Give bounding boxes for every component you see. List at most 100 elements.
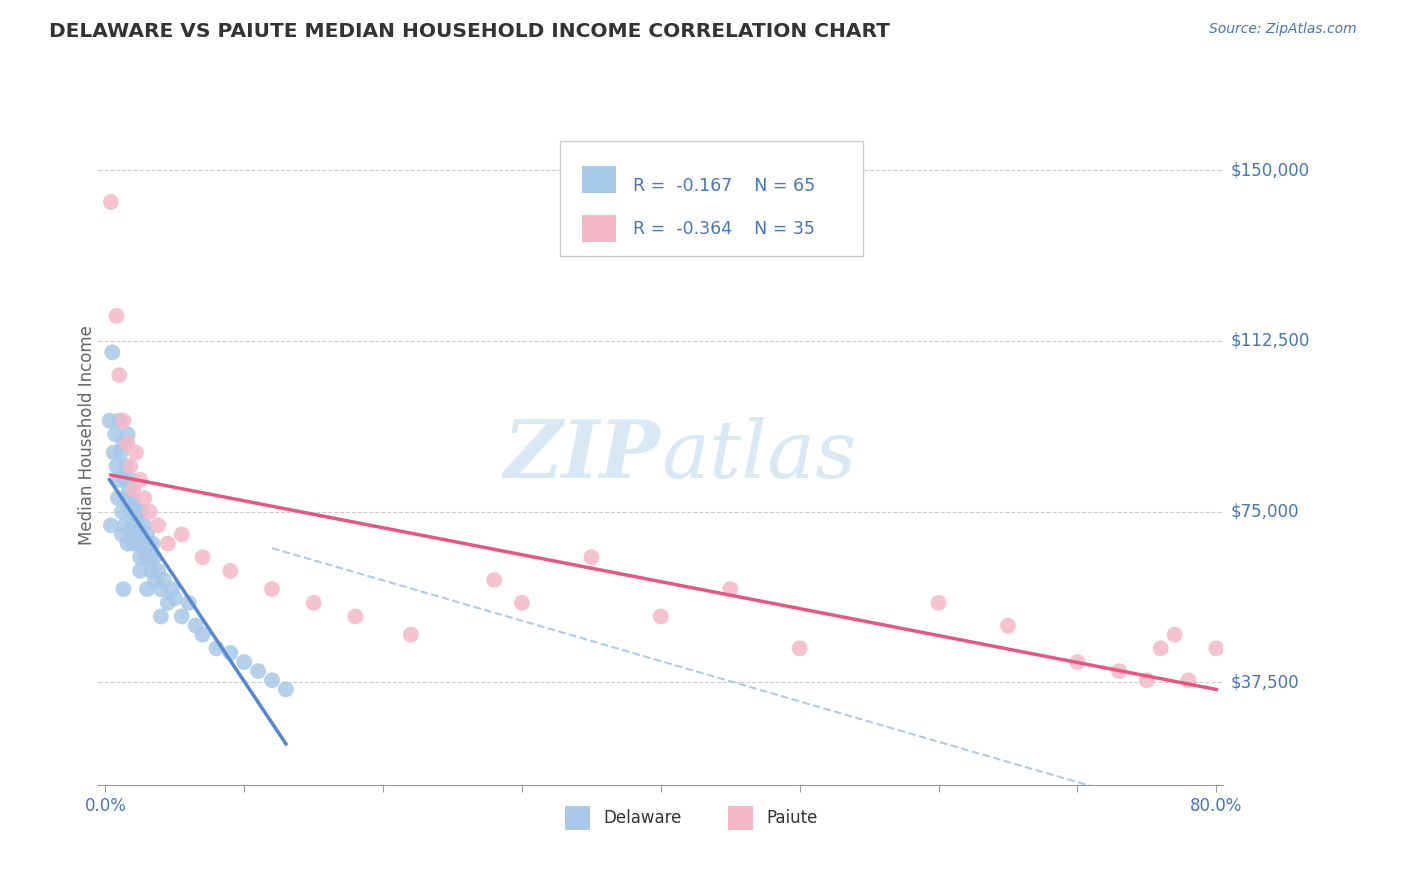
Point <box>114 473 136 487</box>
Point <box>112 414 135 428</box>
Point <box>344 609 367 624</box>
Point <box>163 591 186 606</box>
Point <box>247 664 270 678</box>
Text: R =  -0.167    N = 65: R = -0.167 N = 65 <box>633 177 815 194</box>
Point <box>129 505 152 519</box>
Point <box>149 609 172 624</box>
Point <box>152 573 174 587</box>
Point <box>233 655 256 669</box>
Point <box>1205 641 1227 656</box>
Point <box>129 550 152 565</box>
Point <box>143 550 166 565</box>
Point <box>139 550 162 565</box>
Point <box>997 618 1019 632</box>
Point <box>131 527 153 541</box>
Point <box>125 509 148 524</box>
Point <box>125 445 148 459</box>
Point <box>136 582 159 596</box>
Point <box>120 500 142 515</box>
Point <box>132 536 155 550</box>
Point <box>125 527 148 541</box>
Point <box>143 573 166 587</box>
Point <box>110 445 132 459</box>
Point <box>111 527 134 541</box>
Text: $75,000: $75,000 <box>1230 503 1299 521</box>
Point <box>789 641 811 656</box>
Point <box>1066 655 1088 669</box>
Point <box>108 368 131 382</box>
Point <box>134 518 156 533</box>
Point <box>120 459 142 474</box>
Point <box>129 473 152 487</box>
Point <box>170 527 193 541</box>
Point <box>138 536 160 550</box>
Point <box>122 491 145 505</box>
Text: R =  -0.364    N = 35: R = -0.364 N = 35 <box>633 220 814 238</box>
Point <box>156 536 179 550</box>
FancyBboxPatch shape <box>565 805 591 830</box>
Point <box>135 550 157 565</box>
Point <box>260 673 283 688</box>
Point <box>260 582 283 596</box>
Point <box>139 505 162 519</box>
Point <box>482 573 505 587</box>
Point <box>115 491 138 505</box>
Point <box>581 550 603 565</box>
FancyBboxPatch shape <box>582 215 616 242</box>
Point <box>191 628 214 642</box>
Point <box>510 596 533 610</box>
Point <box>399 628 422 642</box>
Point <box>103 445 125 459</box>
Point <box>122 518 145 533</box>
Point <box>274 682 297 697</box>
Point <box>120 473 142 487</box>
Point <box>127 518 149 533</box>
Point <box>134 491 156 505</box>
Point <box>105 459 128 474</box>
Point <box>146 564 169 578</box>
Point <box>124 500 146 515</box>
Point <box>105 309 128 323</box>
FancyBboxPatch shape <box>560 141 863 256</box>
Text: atlas: atlas <box>661 417 856 494</box>
Point <box>122 536 145 550</box>
Point <box>107 491 129 505</box>
Text: $37,500: $37,500 <box>1230 673 1299 691</box>
Point <box>136 527 159 541</box>
Point <box>205 641 228 656</box>
Point <box>146 518 169 533</box>
Point <box>114 518 136 533</box>
Point <box>928 596 950 610</box>
Point <box>1108 664 1130 678</box>
Point <box>98 414 121 428</box>
Point <box>100 194 122 209</box>
Point <box>718 582 741 596</box>
Point <box>117 436 139 450</box>
Text: Paiute: Paiute <box>766 809 818 827</box>
Point <box>650 609 672 624</box>
Point <box>170 609 193 624</box>
Point <box>219 646 242 660</box>
Point <box>112 582 135 596</box>
Point <box>108 473 131 487</box>
FancyBboxPatch shape <box>582 166 616 193</box>
Point <box>121 527 143 541</box>
Text: $150,000: $150,000 <box>1230 161 1309 179</box>
Y-axis label: Median Household Income: Median Household Income <box>79 325 96 545</box>
Text: DELAWARE VS PAIUTE MEDIAN HOUSEHOLD INCOME CORRELATION CHART: DELAWARE VS PAIUTE MEDIAN HOUSEHOLD INCO… <box>49 22 890 41</box>
Point <box>184 618 207 632</box>
Point <box>156 596 179 610</box>
Point <box>1177 673 1199 688</box>
Point <box>160 582 183 596</box>
Point <box>1150 641 1173 656</box>
Point <box>191 550 214 565</box>
Text: $112,500: $112,500 <box>1230 332 1309 350</box>
Point <box>128 536 150 550</box>
Text: Delaware: Delaware <box>603 809 682 827</box>
Point <box>1163 628 1185 642</box>
Point <box>104 427 127 442</box>
Point <box>1136 673 1159 688</box>
Point <box>101 345 124 359</box>
Point <box>142 536 165 550</box>
Point <box>112 436 135 450</box>
